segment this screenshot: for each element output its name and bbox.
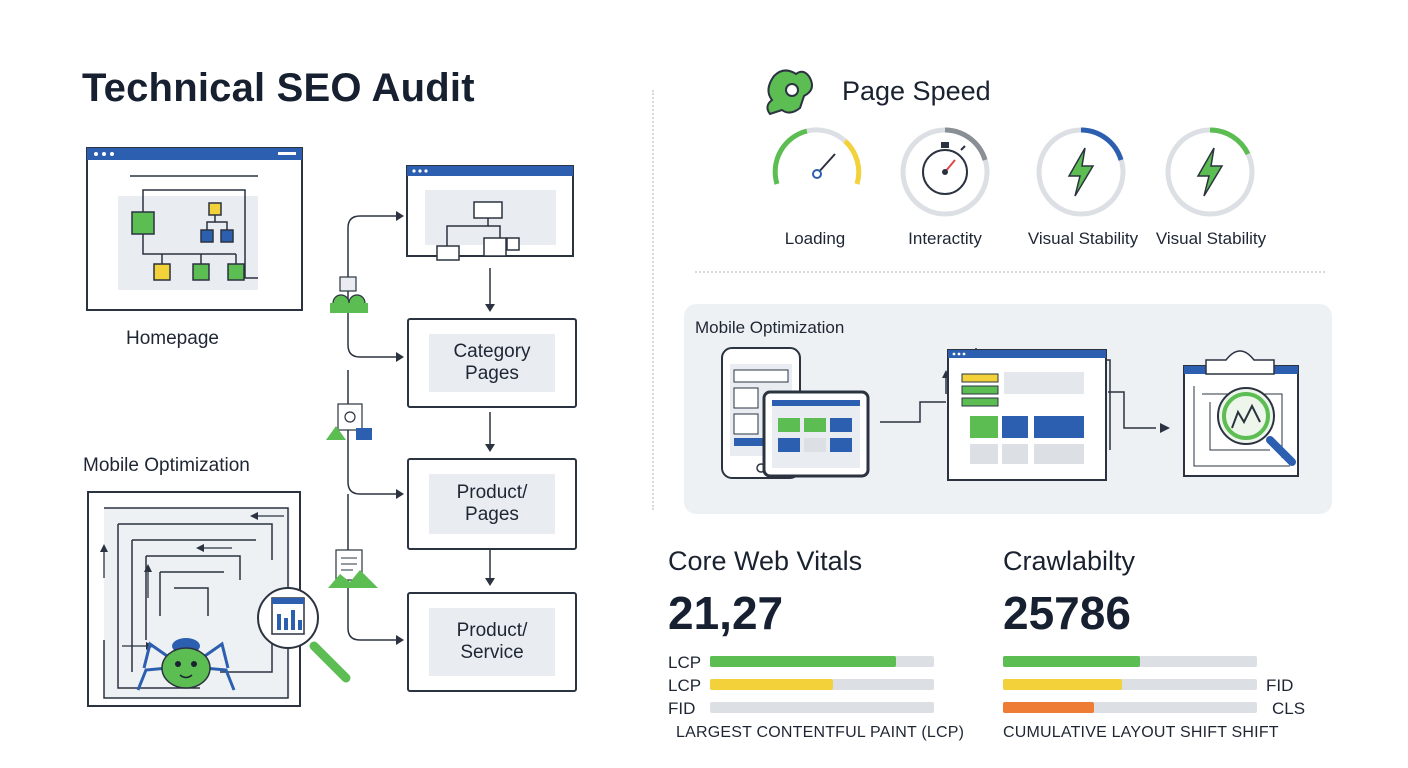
document-icon [326, 403, 372, 440]
spider-crawler-icon [136, 638, 236, 691]
crawl-bar-fill-3 [1003, 702, 1095, 713]
product-service-label: Product/ Service [429, 608, 555, 676]
cwv-bar-label-3: FID [668, 699, 696, 718]
cwv-bar-fill-1 [710, 656, 896, 667]
page-speed-title: Page Speed [842, 76, 991, 106]
crawl-bar-fill-2 [1003, 679, 1123, 690]
cwv-bar-3 [710, 702, 934, 713]
flow-connectors [347, 215, 491, 641]
core-web-vitals-value: 21,27 [668, 587, 784, 639]
user-group-icon [330, 276, 368, 313]
magnifier-icon [257, 587, 351, 683]
puzzle-speed-icon [766, 69, 813, 116]
homepage-label: Homepage [126, 328, 219, 349]
page-window-icon [406, 165, 574, 261]
arrowheads [396, 211, 495, 645]
crawl-bar-label-2: FID [1266, 676, 1294, 695]
core-web-vitals-title: Core Web Vitals [668, 546, 863, 576]
crawl-bar-2 [1003, 679, 1257, 690]
gauge-label-interactity: Interactity [908, 229, 982, 248]
homepage-window-icon [86, 147, 303, 311]
horizontal-divider [695, 271, 1325, 273]
product-pages-label: Product/ Pages [429, 474, 555, 534]
gauge-label-visual-stability-2: Visual Stability [1155, 229, 1267, 248]
crawlability-title: Crawlabilty [1003, 546, 1136, 576]
cwv-footnote: LARGEST CONTENTFUL PAINT (LCP) [676, 724, 965, 741]
smartphone-icon [721, 347, 801, 479]
cwv-bar-fill-2 [710, 679, 834, 690]
crawl-bar-fill-1 [1003, 656, 1141, 667]
crawler-maze-icon [87, 491, 351, 707]
report-icon [328, 549, 378, 588]
crawl-bar-label-3: CLS [1272, 699, 1306, 718]
crawlability-value: 25786 [1003, 587, 1131, 639]
category-pages-label: Category Pages [429, 334, 555, 392]
gauge-label-loading: Loading [784, 229, 846, 248]
lightning-icon [1165, 127, 1255, 217]
speedometer-icon [772, 127, 862, 185]
mobile-optimization-illustration [721, 347, 1299, 481]
crawl-footnote: CUMULATIVE LAYOUT SHIFT SHIFT [1003, 724, 1279, 741]
product-pages-node: Product/ Pages [407, 458, 577, 550]
gauge-label-visual-stability-1: Visual Stability [1027, 229, 1139, 248]
responsive-layout-icon [947, 349, 1107, 481]
analysis-magnifier-icon [1183, 350, 1299, 477]
page-title: Technical SEO Audit [82, 66, 475, 110]
crawl-bar-3 [1003, 702, 1257, 713]
product-service-node: Product/ Service [407, 592, 577, 692]
cwv-bar-label-1: LCP [668, 653, 702, 672]
cwv-bar-1 [710, 656, 934, 667]
stopwatch-icon [900, 127, 990, 217]
tablet-icon [762, 390, 870, 478]
vertical-divider [652, 90, 654, 510]
category-pages-node: Category Pages [407, 318, 577, 408]
site-architecture-diagram [86, 147, 574, 707]
cwv-bar-label-2: LCP [668, 676, 702, 695]
mobile-optimization-label-left: Mobile Optimization [83, 455, 250, 476]
mobile-optimization-label: Mobile Optimization [695, 318, 845, 337]
speed-gauges [772, 127, 1255, 217]
lightning-icon [1036, 127, 1126, 217]
cwv-bar-2 [710, 679, 934, 690]
crawl-bar-1 [1003, 656, 1257, 667]
